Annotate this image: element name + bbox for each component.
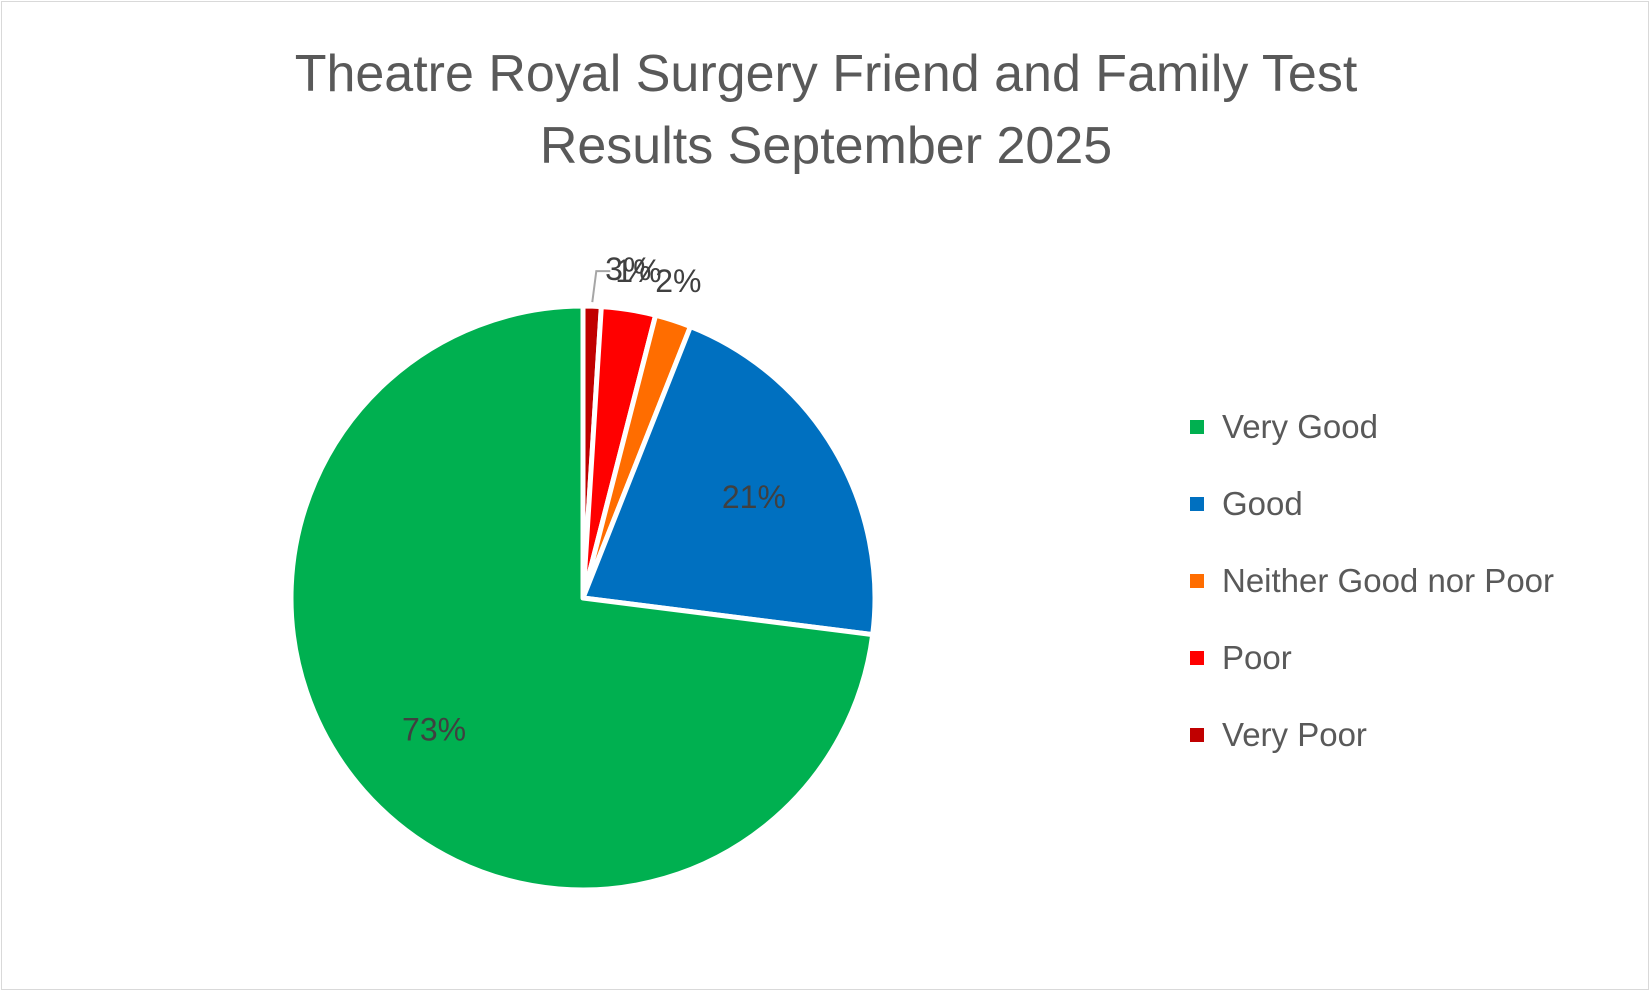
- legend: Very Good Good Neither Good nor Poor Poo…: [1190, 408, 1630, 793]
- legend-label: Very Poor: [1222, 716, 1367, 753]
- chart-title: Theatre Royal Surgery Friend and Family …: [0, 38, 1652, 182]
- data-label-neither-good-nor-poor: 2%: [655, 263, 701, 299]
- legend-item-poor: Poor: [1190, 639, 1630, 677]
- legend-swatch: [1190, 728, 1204, 742]
- legend-swatch: [1190, 497, 1204, 511]
- legend-label: Neither Good nor Poor: [1222, 562, 1555, 599]
- data-label-very-good: 73%: [402, 711, 466, 747]
- legend-item-good: Good: [1190, 485, 1630, 523]
- legend-item-very-poor: Very Poor: [1190, 716, 1630, 754]
- data-label-poor: 3%: [605, 251, 651, 287]
- chart-title-line-1: Theatre Royal Surgery Friend and Family …: [294, 45, 1358, 103]
- pie-slice-very-good: [288, 303, 876, 893]
- legend-swatch: [1190, 574, 1204, 588]
- legend-item-neither: Neither Good nor Poor: [1190, 562, 1630, 600]
- legend-label: Good: [1222, 485, 1303, 522]
- leader-line-very-poor: [591, 270, 611, 303]
- legend-label: Poor: [1222, 639, 1292, 676]
- legend-label: Very Good: [1222, 408, 1378, 445]
- legend-swatch: [1190, 420, 1204, 434]
- data-label-very-poor: 1%: [615, 253, 661, 289]
- data-label-good: 21%: [722, 479, 786, 515]
- legend-swatch: [1190, 651, 1204, 665]
- pie-slice-good: [580, 324, 878, 638]
- legend-item-very-good: Very Good: [1190, 408, 1630, 446]
- chart-title-line-2: Results September 2025: [539, 117, 1113, 175]
